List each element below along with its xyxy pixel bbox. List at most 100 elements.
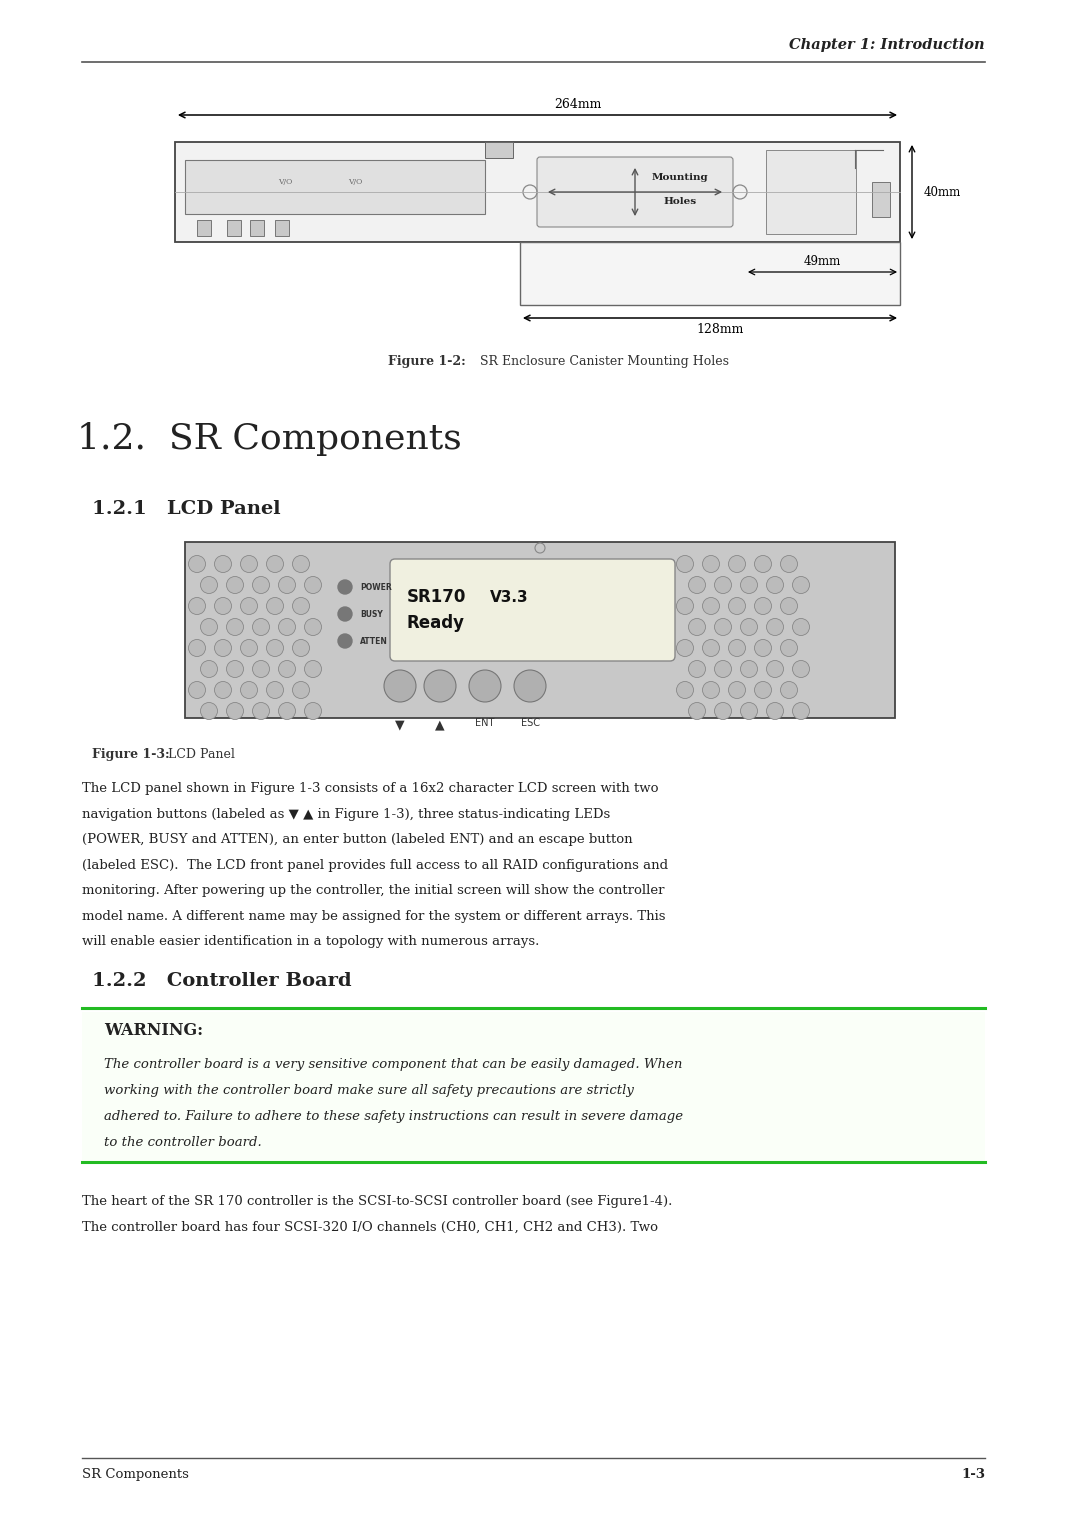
Text: (labeled ESC).  The LCD front panel provides full access to all RAID configurati: (labeled ESC). The LCD front panel provi…	[82, 859, 669, 871]
Circle shape	[676, 640, 693, 657]
Circle shape	[189, 640, 205, 657]
Circle shape	[267, 597, 283, 614]
Circle shape	[253, 660, 270, 677]
Circle shape	[755, 681, 771, 698]
Circle shape	[702, 597, 719, 614]
Text: POWER: POWER	[360, 582, 392, 591]
Bar	[82, 1012, 985, 1161]
Bar	[275, 220, 289, 235]
Text: 128mm: 128mm	[697, 322, 744, 336]
Text: working with the controller board make sure all safety precautions are strictly: working with the controller board make s…	[104, 1083, 634, 1097]
Circle shape	[215, 556, 231, 573]
Text: Holes: Holes	[663, 197, 697, 206]
Circle shape	[715, 703, 731, 720]
Circle shape	[241, 640, 257, 657]
Circle shape	[267, 681, 283, 698]
Text: ENT: ENT	[475, 718, 495, 727]
Circle shape	[767, 619, 783, 636]
Text: Figure 1-3:: Figure 1-3:	[92, 749, 170, 761]
Circle shape	[305, 660, 322, 677]
Circle shape	[189, 597, 205, 614]
Circle shape	[253, 576, 270, 593]
Circle shape	[767, 703, 783, 720]
Circle shape	[676, 556, 693, 573]
Circle shape	[689, 576, 705, 593]
Text: ESC: ESC	[521, 718, 540, 727]
Text: 1.2.  SR Components: 1.2. SR Components	[77, 422, 462, 455]
Circle shape	[227, 576, 243, 593]
Circle shape	[689, 660, 705, 677]
Circle shape	[293, 597, 310, 614]
Circle shape	[781, 556, 797, 573]
Circle shape	[514, 669, 546, 701]
Bar	[519, 241, 900, 306]
Text: The controller board has four SCSI-320 I/O channels (CH0, CH1, CH2 and CH3). Two: The controller board has four SCSI-320 I…	[82, 1221, 658, 1233]
Circle shape	[305, 576, 322, 593]
Bar	[185, 160, 485, 214]
Bar	[185, 542, 895, 718]
Circle shape	[279, 619, 296, 636]
Text: WARNING:: WARNING:	[104, 1022, 203, 1039]
Text: (POWER, BUSY and ATTEN), an enter button (labeled ENT) and an escape button: (POWER, BUSY and ATTEN), an enter button…	[82, 833, 633, 847]
Circle shape	[715, 576, 731, 593]
Text: Ready: Ready	[407, 614, 465, 633]
Circle shape	[729, 640, 745, 657]
Text: SR170: SR170	[407, 588, 467, 607]
Circle shape	[293, 681, 310, 698]
Circle shape	[201, 576, 217, 593]
Circle shape	[755, 597, 771, 614]
Circle shape	[215, 597, 231, 614]
Text: The LCD panel shown in Figure 1-3 consists of a 16x2 character LCD screen with t: The LCD panel shown in Figure 1-3 consis…	[82, 782, 659, 795]
Circle shape	[676, 597, 693, 614]
Circle shape	[293, 640, 310, 657]
Text: adhered to. Failure to adhere to these safety instructions can result in severe : adhered to. Failure to adhere to these s…	[104, 1109, 684, 1123]
Circle shape	[305, 703, 322, 720]
Circle shape	[702, 681, 719, 698]
Circle shape	[227, 660, 243, 677]
Text: Chapter 1: Introduction: Chapter 1: Introduction	[789, 38, 985, 52]
Text: model name. A different name may be assigned for the system or different arrays.: model name. A different name may be assi…	[82, 909, 665, 923]
Circle shape	[267, 640, 283, 657]
Circle shape	[338, 607, 352, 620]
Circle shape	[767, 660, 783, 677]
Text: BUSY: BUSY	[360, 610, 382, 619]
Circle shape	[189, 681, 205, 698]
Text: Figure 1-2:: Figure 1-2:	[388, 354, 465, 368]
Circle shape	[793, 619, 810, 636]
Circle shape	[384, 669, 416, 701]
Bar	[872, 182, 890, 217]
Text: 264mm: 264mm	[554, 98, 602, 112]
Text: 40mm: 40mm	[924, 185, 961, 199]
Bar	[175, 142, 900, 241]
Circle shape	[781, 597, 797, 614]
Circle shape	[676, 681, 693, 698]
Circle shape	[729, 681, 745, 698]
Bar	[249, 220, 264, 235]
Text: V/O: V/O	[348, 177, 362, 186]
FancyBboxPatch shape	[537, 157, 733, 228]
Circle shape	[793, 703, 810, 720]
Bar	[766, 150, 856, 234]
Circle shape	[279, 660, 296, 677]
Circle shape	[741, 619, 757, 636]
Text: to the controller board.: to the controller board.	[104, 1135, 261, 1149]
Circle shape	[227, 703, 243, 720]
Circle shape	[741, 703, 757, 720]
Circle shape	[715, 619, 731, 636]
Circle shape	[267, 556, 283, 573]
Circle shape	[781, 681, 797, 698]
Circle shape	[253, 619, 270, 636]
Circle shape	[338, 581, 352, 594]
Circle shape	[793, 576, 810, 593]
Circle shape	[424, 669, 456, 701]
Circle shape	[215, 681, 231, 698]
Circle shape	[741, 660, 757, 677]
Bar	[485, 142, 513, 157]
Text: SR Enclosure Canister Mounting Holes: SR Enclosure Canister Mounting Holes	[475, 354, 729, 368]
Circle shape	[279, 576, 296, 593]
Circle shape	[767, 576, 783, 593]
Circle shape	[781, 640, 797, 657]
Circle shape	[253, 703, 270, 720]
Circle shape	[279, 703, 296, 720]
Text: 1.2.1   LCD Panel: 1.2.1 LCD Panel	[92, 500, 281, 518]
